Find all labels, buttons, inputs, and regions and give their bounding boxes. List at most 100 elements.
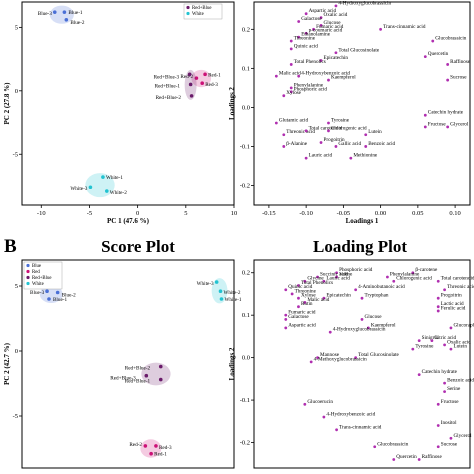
variable-point [430,339,434,343]
sample-point [47,297,51,301]
variable-point [392,458,396,461]
sample-label: White-3 [70,186,87,192]
variable-point [411,347,415,351]
variable-label: 4-Hydroxybenzoic acid [301,71,350,77]
variable-point [334,4,338,8]
sample-label: Red+Blue-2 [156,95,182,101]
sample-point [214,280,219,284]
sample-label: Red-1 [154,452,167,458]
variable-point [304,156,308,160]
legend-marker [26,263,30,268]
legend-box [183,3,223,20]
variable-label: Glucobrassicin [435,36,467,42]
variable-point [297,284,300,287]
variable-label: Fumaric acid [316,24,344,30]
variable-point [274,121,278,125]
variable-point [316,275,319,279]
y-axis-label: Loadings 2 [228,87,236,120]
legend-marker [26,269,30,274]
variable-point [316,356,319,360]
sample-label: Red-2 [180,74,193,80]
variable-point [289,39,293,43]
variable-point [436,305,440,309]
variable-point [443,343,446,347]
y-tick-label: 0 [15,348,18,355]
variable-point [297,35,301,39]
sample-point [219,297,224,301]
variable-label: Phosphoric acid [339,267,373,273]
variable-point [304,31,308,35]
sample-point [203,72,207,77]
y-tick-label: 0.2 [242,26,250,33]
variable-point [322,296,326,300]
variable-point [289,63,293,66]
variable-label: Rutin [301,301,313,307]
variable-point [354,356,358,360]
variable-point [373,445,377,449]
y-tick-label: -0.1 [240,143,250,150]
variable-label: Lactic acid [441,301,464,307]
variable-point [446,63,450,66]
sample-point [64,17,69,22]
variable-label: Epicatechin [324,55,349,61]
x-tick-label: 10 [231,210,238,217]
variable-label: Quercetin [396,454,417,460]
legend-entry: Red+Blue [32,276,52,281]
plot-frame [253,1,471,206]
variable-label: Ferulic acid [441,305,466,311]
variable-label: Benzoic acid [368,141,395,147]
variable-label: Tyrosine [415,344,434,350]
y-tick-label: 0.2 [242,270,250,277]
variable-point [328,330,332,334]
variable-label: Progoitrin [441,293,462,299]
variable-point [335,275,338,279]
variable-label: Xylose [286,90,301,96]
sample-point [101,175,105,179]
variable-label: Methionine [353,153,378,159]
sample-label: Blue-3 [30,290,45,296]
loading-plot-b: -0.2 -0.1 0.0 0.1 0.2 Loadings 2 Phosphoric ac… [228,259,474,469]
sample-label: Red-1 [208,72,221,78]
group-ellipse-red-blue [141,362,171,386]
variable-label: Gallic acid [338,141,361,147]
variable-point [304,129,308,133]
sample-label: White-1 [106,175,123,181]
variable-point [327,129,330,133]
x-tick-label: -0.05 [337,210,351,217]
variable-point [449,436,453,440]
variable-label: 4-Hydroxybenzoic acid [326,412,375,418]
variable-point [303,402,307,406]
variable-point [319,141,323,144]
variable-point [334,145,338,148]
variable-label: Aspartic acid [288,322,316,328]
variable-point [417,458,421,461]
variable-point [423,55,427,59]
variable-label: 4-Aminobutanoic acid [358,284,405,290]
sample-label: Red-2 [129,442,142,448]
variable-point [284,318,288,321]
variable-label: Raffinose [422,453,443,460]
x-tick-label: 0.10 [449,210,460,217]
variable-point [282,133,286,137]
sample-point [143,444,148,448]
variable-point [443,288,446,292]
x-tick-label: -10 [37,210,46,217]
variable-label: Quercetin [428,51,449,57]
sample-label: Red+Blue-1 [155,83,181,89]
variable-label: Citric acid [434,335,456,341]
variable-point [319,59,323,62]
sample-point [200,81,204,85]
x-tick-label: 0.00 [375,210,386,217]
sample-point [218,289,223,294]
variable-point [303,301,307,304]
variable-label: Oxalic acid [447,339,471,345]
variable-point [417,339,421,343]
variable-point [436,402,440,406]
variable-label: Fructose [441,399,460,405]
x-tick-label: 0.05 [412,210,423,217]
sample-point [144,373,149,378]
sample-label: Blue-2 [62,293,77,299]
variable-point [436,424,440,427]
sample-label: Red+Blue-2 [125,366,151,372]
